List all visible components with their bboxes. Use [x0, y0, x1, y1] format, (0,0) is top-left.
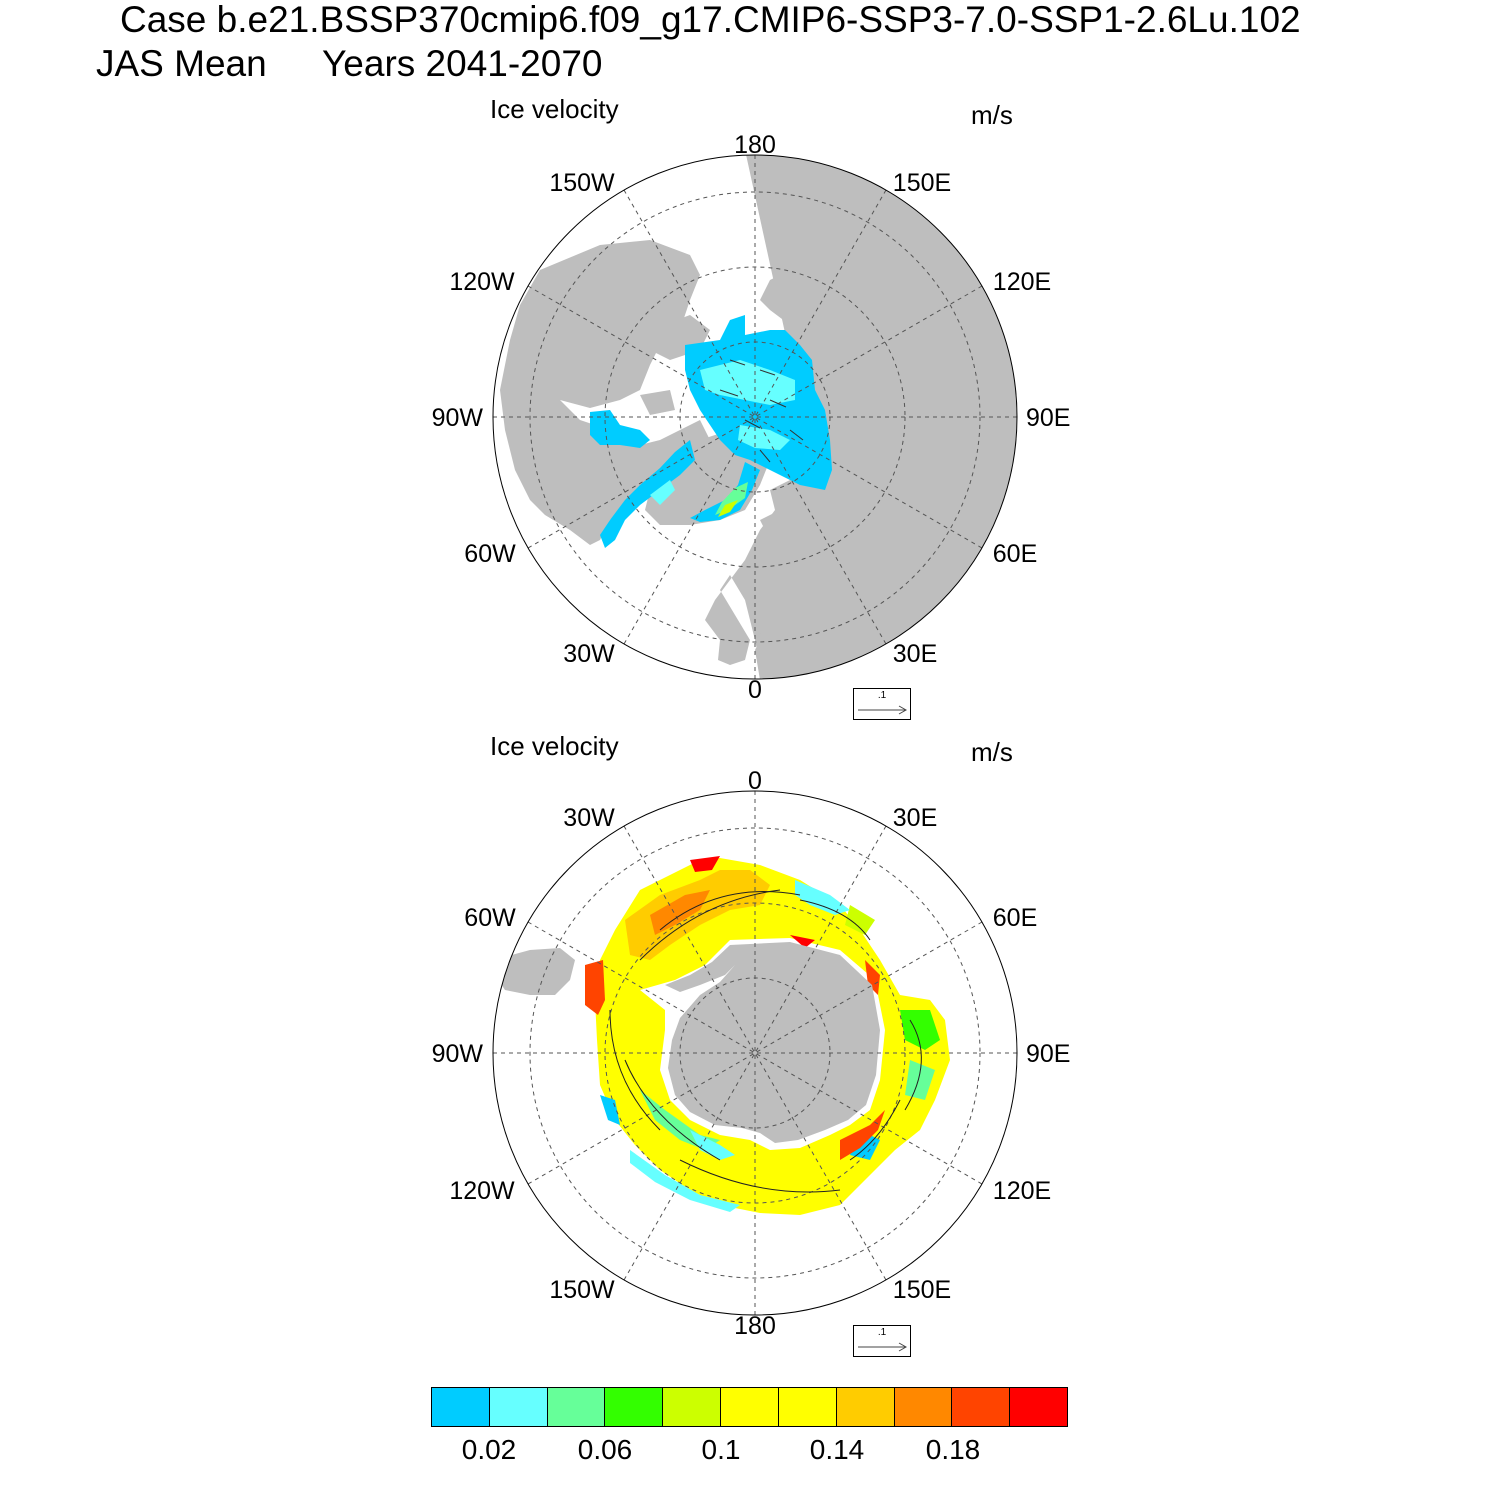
- north-reference-vector-box: .1: [853, 688, 911, 720]
- south-lon-label-120e: 120E: [992, 1177, 1052, 1205]
- figure-title-case: Case b.e21.BSSP370cmip6.f09_g17.CMIP6-SS…: [120, 0, 1301, 40]
- reference-arrow-icon: [858, 705, 908, 715]
- south-lon-label-top: 0: [748, 767, 762, 795]
- south-lon-label-150e: 150E: [892, 1276, 952, 1304]
- south-lon-label-bottom: 180: [734, 1312, 776, 1340]
- south-panel-units-label: m/s: [971, 737, 1013, 767]
- north-lon-label-120e: 120E: [992, 268, 1052, 296]
- north-reference-vector-label: .1: [877, 690, 887, 701]
- reference-arrow-icon: [858, 1342, 908, 1352]
- south-lon-label-60w: 60W: [464, 904, 516, 932]
- colorbar-swatch-6: [721, 1388, 779, 1426]
- south-reference-vector-label: .1: [877, 1327, 887, 1338]
- north-lon-label-left: 90W: [431, 404, 483, 432]
- colorbar-swatch-7: [778, 1388, 837, 1426]
- colorbar-label-5: 0.18: [925, 1434, 981, 1465]
- south-lon-label-120w: 120W: [449, 1177, 515, 1205]
- colorbar-swatch-3: [547, 1388, 606, 1426]
- colorbar-swatch-11: [1010, 1388, 1067, 1426]
- south-land-south-america: [493, 948, 575, 995]
- north-lon-label-120w: 120W: [449, 268, 515, 296]
- north-lon-label-top: 180: [734, 131, 776, 159]
- south-reference-vector-box: .1: [853, 1325, 911, 1357]
- south-lon-label-150w: 150W: [549, 1276, 615, 1304]
- colorbar-swatch-10: [952, 1388, 1011, 1426]
- colorbar-swatch-8: [836, 1388, 895, 1426]
- north-panel-units-label: m/s: [971, 100, 1013, 130]
- colorbar-swatch-1: [432, 1388, 490, 1426]
- north-lon-label-30w: 30W: [563, 640, 615, 668]
- south-lon-label-left: 90W: [431, 1040, 483, 1068]
- south-panel-left-label: Ice velocity: [490, 731, 619, 761]
- colorbar-swatch-5: [663, 1388, 722, 1426]
- north-lon-label-right: 90E: [1026, 404, 1071, 432]
- south-polar-map: [493, 791, 1017, 1315]
- colorbar-label-2: 0.06: [577, 1434, 633, 1465]
- figure-title-years: Years 2041-2070: [322, 43, 603, 84]
- north-lon-label-60w: 60W: [464, 540, 516, 568]
- north-lon-label-bottom: 0: [748, 676, 762, 704]
- north-panel-left-label: Ice velocity: [490, 94, 619, 124]
- south-lon-label-30w: 30W: [563, 804, 615, 832]
- north-lon-label-30e: 30E: [892, 640, 938, 668]
- colorbar: [431, 1387, 1068, 1427]
- colorbar-swatch-9: [894, 1388, 953, 1426]
- south-lon-label-30e: 30E: [892, 804, 938, 832]
- north-lon-label-150e: 150E: [892, 169, 952, 197]
- colorbar-label-4: 0.14: [809, 1434, 865, 1465]
- south-lon-label-60e: 60E: [992, 904, 1038, 932]
- colorbar-swatch-2: [489, 1388, 548, 1426]
- figure-title-season: JAS Mean: [96, 43, 267, 84]
- north-lon-label-150w: 150W: [549, 169, 615, 197]
- north-lon-label-60e: 60E: [992, 540, 1038, 568]
- south-lon-label-right: 90E: [1026, 1040, 1071, 1068]
- colorbar-label-1: 0.02: [461, 1434, 517, 1465]
- north-polar-map: [493, 155, 1017, 679]
- north-land-europe: [758, 500, 940, 675]
- colorbar-swatch-4: [605, 1388, 664, 1426]
- colorbar-label-3: 0.1: [701, 1434, 741, 1465]
